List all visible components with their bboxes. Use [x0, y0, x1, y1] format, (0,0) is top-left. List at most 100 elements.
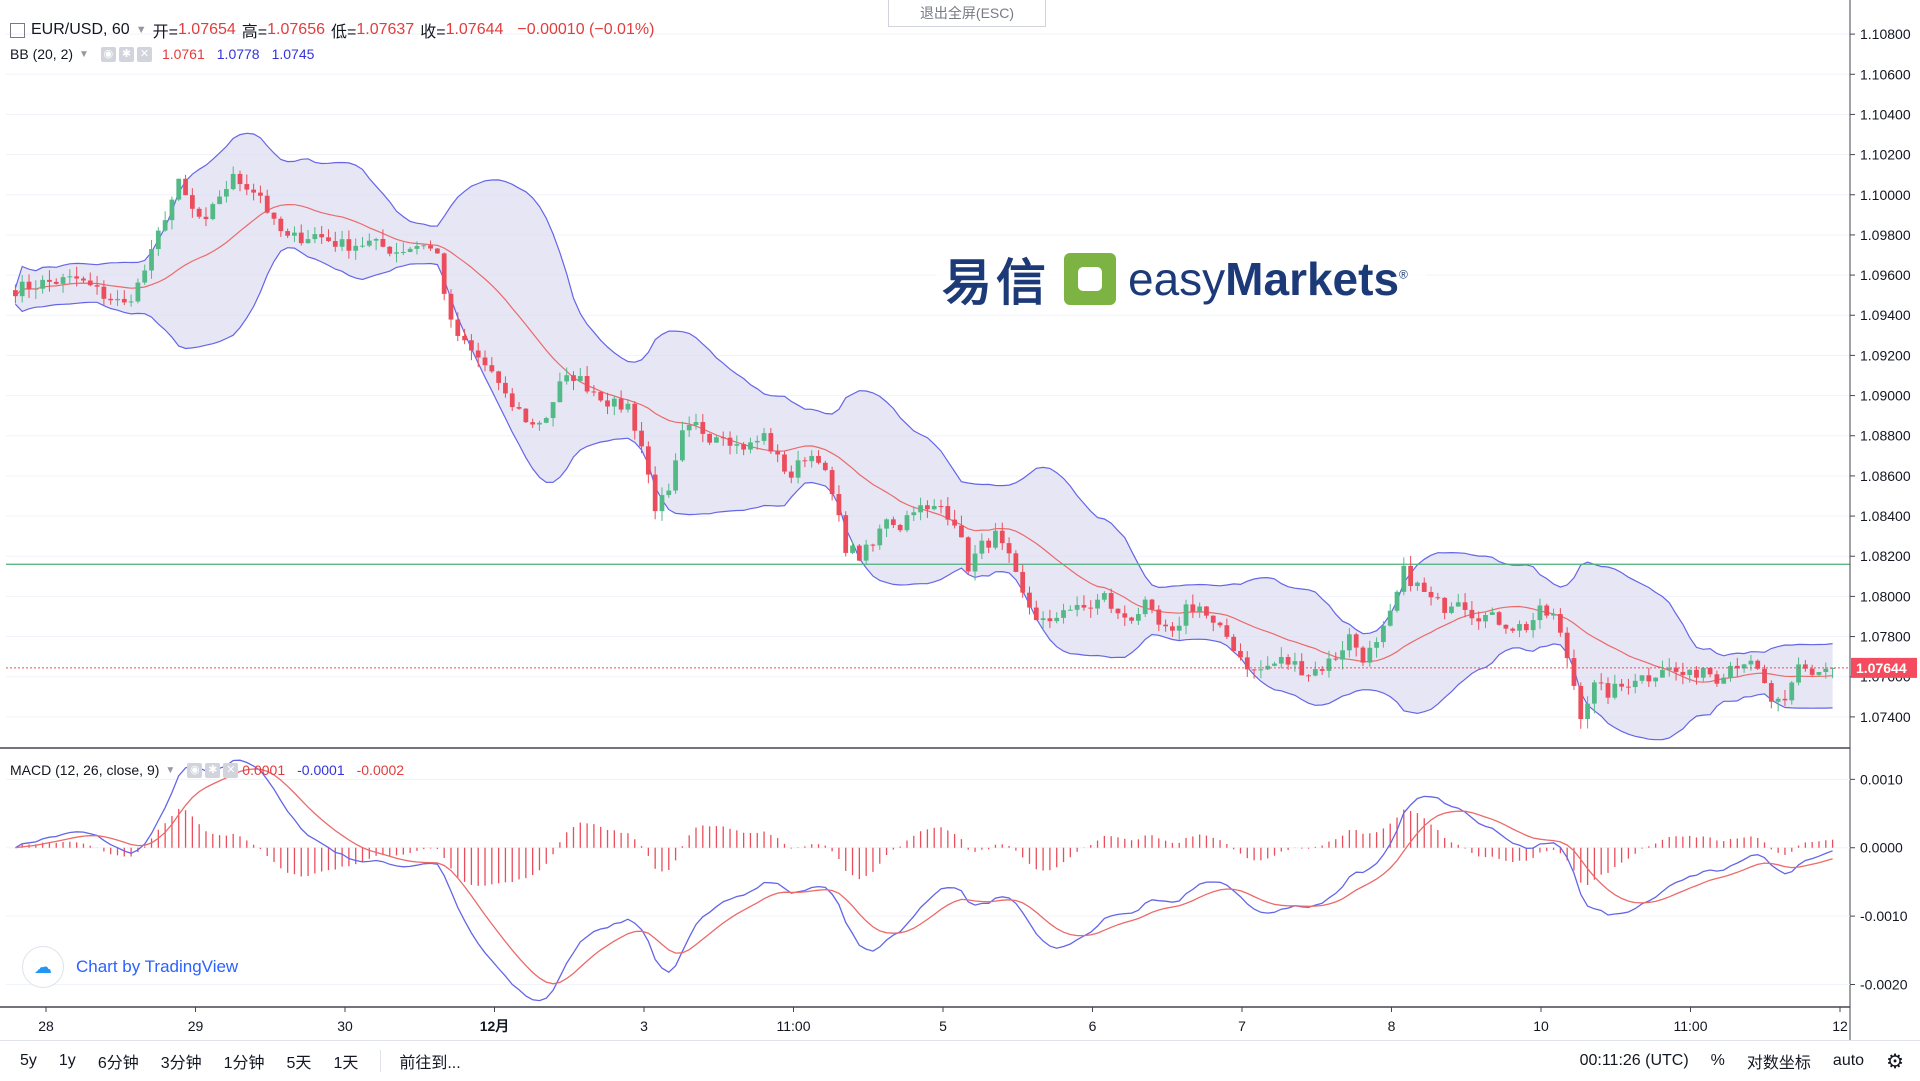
range-6min[interactable]: 6分钟 [97, 1055, 139, 1072]
bb-dropdown-icon[interactable]: ▼ [79, 48, 89, 60]
candle-body [1782, 698, 1788, 701]
goto-button[interactable]: 前往到... [399, 1055, 461, 1072]
candle-body [870, 544, 876, 546]
logo-en-text: easyMarkets® [1128, 252, 1408, 306]
candle-body [1700, 667, 1706, 678]
gear-icon[interactable]: ✱ [118, 46, 134, 62]
candle-body [448, 293, 454, 320]
bb-lower-line [14, 247, 1833, 741]
candle-body [1299, 661, 1305, 676]
candle-body [611, 398, 617, 407]
candle-body [1061, 610, 1066, 618]
high-label: 高= [241, 24, 268, 41]
macd-axis: 0.0010 0.0000 -0.0010 -0.0020 [6, 771, 1908, 992]
candle-body [1170, 626, 1175, 631]
last-price-tag [1851, 657, 1917, 678]
candle-body [224, 189, 229, 197]
candle-body [53, 281, 59, 284]
exit-fullscreen-button[interactable]: 退出全屏(ESC) [888, 0, 1046, 27]
candle-body [1802, 664, 1808, 669]
candle-body [298, 232, 304, 244]
legend-toggle-icon[interactable] [10, 22, 25, 38]
candle-body [1809, 668, 1815, 675]
tradingview-link[interactable]: ☁ Chart by TradingView [22, 946, 238, 988]
candle-body [1612, 683, 1618, 698]
candle-body [999, 530, 1005, 544]
candle-body [1095, 599, 1100, 609]
candle-body [1401, 565, 1407, 592]
range-3min[interactable]: 3分钟 [160, 1055, 202, 1072]
candle-body [1129, 617, 1134, 621]
candle-body [768, 433, 774, 452]
macd-signal-line [15, 768, 1833, 985]
candle-body [1449, 606, 1454, 613]
candle-body [1156, 609, 1162, 625]
candle-body [149, 249, 154, 271]
bb-name[interactable]: BB (20, 2) [10, 46, 74, 62]
candle-body [836, 494, 842, 516]
candle-body [1292, 661, 1298, 665]
macd-close-icon[interactable]: ✕ [223, 762, 239, 778]
candle-body [843, 515, 849, 553]
candle-body [482, 357, 488, 366]
symbol-label[interactable]: EUR/USD, 60 [31, 21, 130, 38]
settings-gear-icon[interactable]: ⚙ [1886, 1050, 1904, 1073]
range-1min[interactable]: 1分钟 [223, 1055, 265, 1072]
candle-body [394, 252, 399, 254]
price-tick-label: 1.09800 [1860, 227, 1911, 243]
time-tick-label: 11:00 [1674, 1018, 1708, 1034]
macd-line [15, 759, 1833, 1002]
candle-body [1707, 667, 1713, 675]
log-scale-toggle[interactable]: 对数坐标 [1746, 1055, 1811, 1072]
candle-body [741, 444, 747, 450]
price-tick-label: 1.08600 [1860, 468, 1911, 484]
eye-icon[interactable]: ◉ [100, 46, 116, 62]
bottom-toolbar: 5y 1y 6分钟 3分钟 1分钟 5天 1天 前往到... 00:11:26 … [0, 1040, 1920, 1081]
candle-body [659, 495, 665, 512]
candle-body [1040, 618, 1046, 621]
auto-scale-toggle[interactable]: auto [1832, 1052, 1865, 1069]
candle-body [666, 490, 672, 496]
range-5y[interactable]: 5y [20, 1052, 37, 1069]
candle-body [1394, 591, 1400, 611]
close-icon[interactable]: ✕ [136, 46, 152, 62]
candle-body [809, 455, 815, 462]
candle-body [1428, 591, 1434, 598]
candle-body [26, 281, 32, 290]
candle-body [13, 290, 18, 297]
candle-body [1680, 671, 1686, 675]
candle-body [203, 216, 209, 220]
candle-body [1285, 657, 1291, 665]
candle-body [230, 173, 236, 190]
candle-body [543, 418, 549, 423]
macd-eye-icon[interactable]: ◉ [187, 762, 203, 778]
candle-body [1033, 607, 1039, 621]
candle-body [931, 506, 937, 510]
macd-dropdown-icon[interactable]: ▼ [165, 764, 176, 776]
candle-body [1734, 665, 1740, 669]
candle-body [1326, 658, 1332, 671]
candle-body [60, 277, 66, 284]
close-label: 收= [420, 24, 446, 41]
candle-body [1816, 672, 1822, 675]
candle-body [1632, 680, 1638, 688]
price-tick-label: 1.10200 [1860, 147, 1911, 163]
candle-body [421, 245, 427, 247]
range-1d[interactable]: 1天 [333, 1055, 359, 1072]
macd-name[interactable]: MACD (12, 26, close, 9) [10, 762, 160, 778]
symbol-dropdown-icon[interactable]: ▼ [135, 24, 147, 36]
macd-gear-icon[interactable]: ✱ [205, 762, 221, 778]
candle-body [516, 407, 522, 409]
last-price-label: 1.07644 [1856, 660, 1907, 676]
candle-body [441, 253, 447, 294]
percent-toggle[interactable]: % [1710, 1052, 1725, 1069]
candle-body [414, 246, 420, 249]
candle-body [1047, 618, 1053, 622]
range-1y[interactable]: 1y [58, 1052, 76, 1069]
price-tick-label: 1.08800 [1860, 428, 1911, 444]
candle-body [489, 365, 495, 372]
candle-body [189, 195, 195, 209]
candle-body [1462, 602, 1468, 610]
range-5d[interactable]: 5天 [286, 1055, 312, 1072]
